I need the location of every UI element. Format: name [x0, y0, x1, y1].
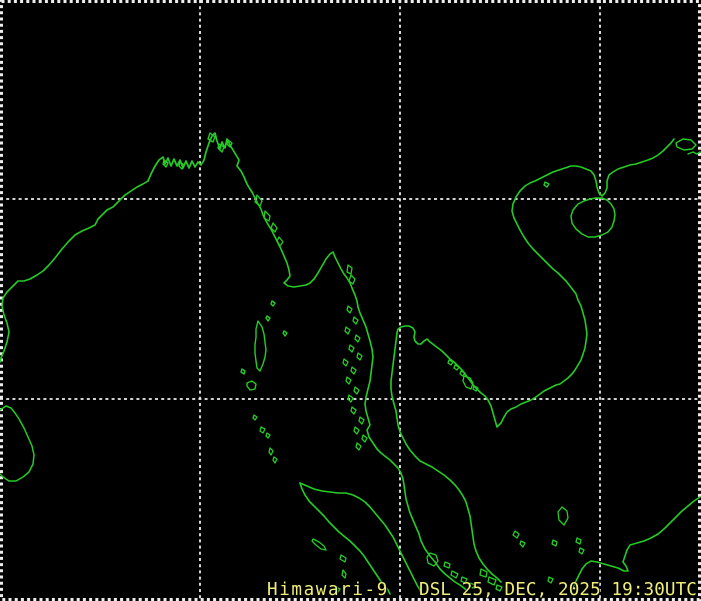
- ganges-delta-islands: [162, 132, 233, 170]
- riau-singapore-islands: [443, 561, 503, 592]
- sumatra-northeast-coast: [299, 482, 423, 596]
- malay-peninsula-gulf-coast: [390, 332, 502, 583]
- south-china-coast-islands: [543, 138, 701, 188]
- tenasserim-malacca-coast: [357, 306, 468, 592]
- sri-lanka: [0, 405, 35, 482]
- nicobar-islands: [252, 414, 278, 464]
- mergui-archipelago: [342, 305, 368, 451]
- rakhine-islands: [254, 194, 356, 285]
- sumatra-west-islands: [311, 538, 347, 593]
- myanmar-rakhine-martaban-coast: [251, 191, 359, 308]
- karimata-strait-islands: [512, 506, 585, 584]
- coastlines: [0, 132, 701, 596]
- andaman-islands: [240, 300, 288, 391]
- borneo-west-coast: [570, 496, 701, 593]
- penang-island: [426, 552, 439, 567]
- hainan-island: [570, 197, 616, 238]
- ganges-delta-coast: [147, 132, 253, 193]
- sumatra-southwest-coast: [299, 482, 391, 595]
- gulf-of-thailand-islands: [447, 359, 479, 392]
- india-east-coast: [0, 180, 149, 363]
- indochina-china-coast: [396, 138, 675, 428]
